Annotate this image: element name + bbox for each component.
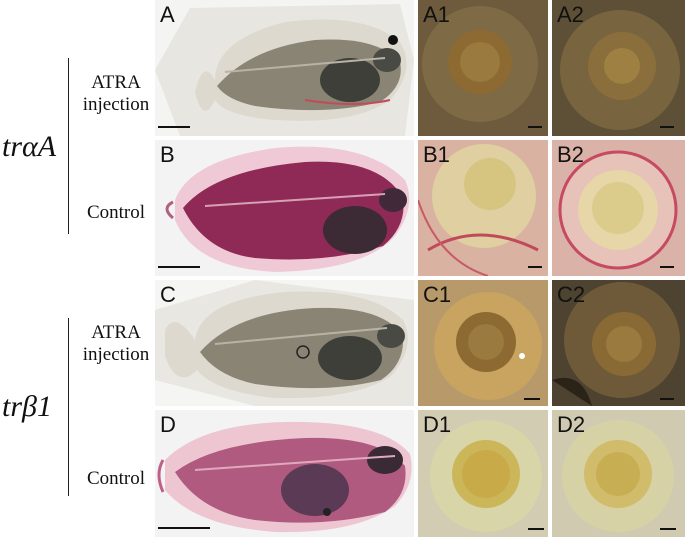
- panel-label-a1: A1: [423, 2, 450, 27]
- panel-label-d1: D1: [423, 412, 452, 437]
- scale-bar-a1: [528, 126, 542, 128]
- panel-label-d2: D2: [557, 412, 586, 437]
- eye-photo-a1: [418, 0, 548, 136]
- panel-label-c: C: [160, 282, 176, 307]
- fish-photo-c: [155, 280, 414, 406]
- panel-label-d: D: [160, 412, 176, 437]
- eye-photo-d1: [418, 410, 548, 537]
- scale-bar-c2: [660, 398, 674, 400]
- bracket-line-top: [68, 58, 69, 234]
- condition-label-control-top: Control: [86, 202, 146, 223]
- panel-label-b1: B1: [423, 142, 450, 167]
- scale-bar-b: [158, 266, 200, 268]
- panel-label-b: B: [160, 142, 175, 167]
- scale-bar-d: [158, 527, 210, 529]
- scale-bar-d1: [528, 528, 544, 530]
- condition-label-control-bottom: Control: [86, 468, 146, 489]
- eye-photo-c2: [552, 280, 685, 406]
- scale-bar-a2: [660, 126, 674, 128]
- scale-bar-b1: [528, 266, 542, 268]
- scale-bar-a: [158, 126, 190, 128]
- eye-photo-c1: [418, 280, 548, 406]
- fish-photo-b: [155, 140, 414, 276]
- eye-photo-b2: [552, 140, 685, 276]
- panel-label-c1: C1: [423, 282, 452, 307]
- gene-label-trb1: trβ1: [2, 390, 52, 423]
- fish-photo-a: [155, 0, 414, 136]
- fish-photo-d: [155, 410, 414, 537]
- panel-label-b2: B2: [557, 142, 584, 167]
- scale-bar-d2: [660, 528, 676, 530]
- eye-photo-b1: [418, 140, 548, 276]
- panel-label-a: A: [160, 2, 175, 27]
- eye-photo-a2: [552, 0, 685, 136]
- gene-label-tra: trαA: [2, 130, 57, 163]
- scale-bar-c1: [524, 398, 540, 400]
- eye-photo-d2: [552, 410, 685, 537]
- scale-bar-b2: [660, 266, 674, 268]
- condition-label-atra-top: ATRA injection: [82, 72, 150, 115]
- panel-label-c2: C2: [557, 282, 586, 307]
- panel-label-a2: A2: [557, 2, 584, 27]
- condition-label-atra-bottom: ATRA injection: [82, 322, 150, 365]
- bracket-line-bottom: [68, 318, 69, 496]
